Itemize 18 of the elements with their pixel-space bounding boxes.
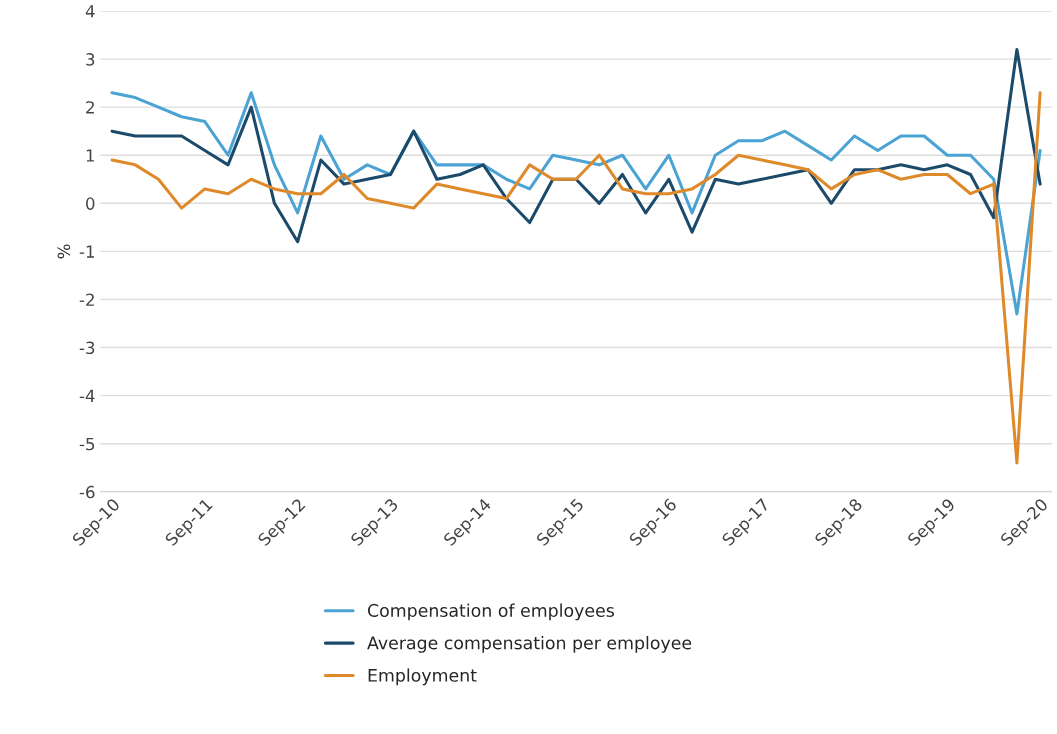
y-tick-label: 0	[86, 197, 95, 210]
legend-label: Compensation of employees	[367, 603, 614, 621]
y-tick-label: -5	[79, 437, 95, 451]
legend-label: Employment	[368, 668, 477, 686]
line-series	[110, 91, 1042, 316]
y-tick-label: -4	[79, 389, 95, 402]
legend-label: Average compensation per employee	[367, 635, 692, 653]
y-tick-label: 3	[86, 53, 95, 66]
line-series	[110, 91, 1042, 465]
y-axis-title: %	[57, 244, 71, 259]
y-tick-label: 1	[86, 149, 95, 162]
y-tick-label: -2	[79, 293, 94, 306]
y-tick-label: -1	[79, 245, 95, 258]
line-series	[110, 47, 1042, 244]
y-tick-label: -6	[79, 485, 95, 499]
y-tick-label: 2	[86, 101, 94, 114]
y-tick-label: -3	[79, 341, 95, 355]
y-tick-label: 4	[85, 5, 95, 18]
